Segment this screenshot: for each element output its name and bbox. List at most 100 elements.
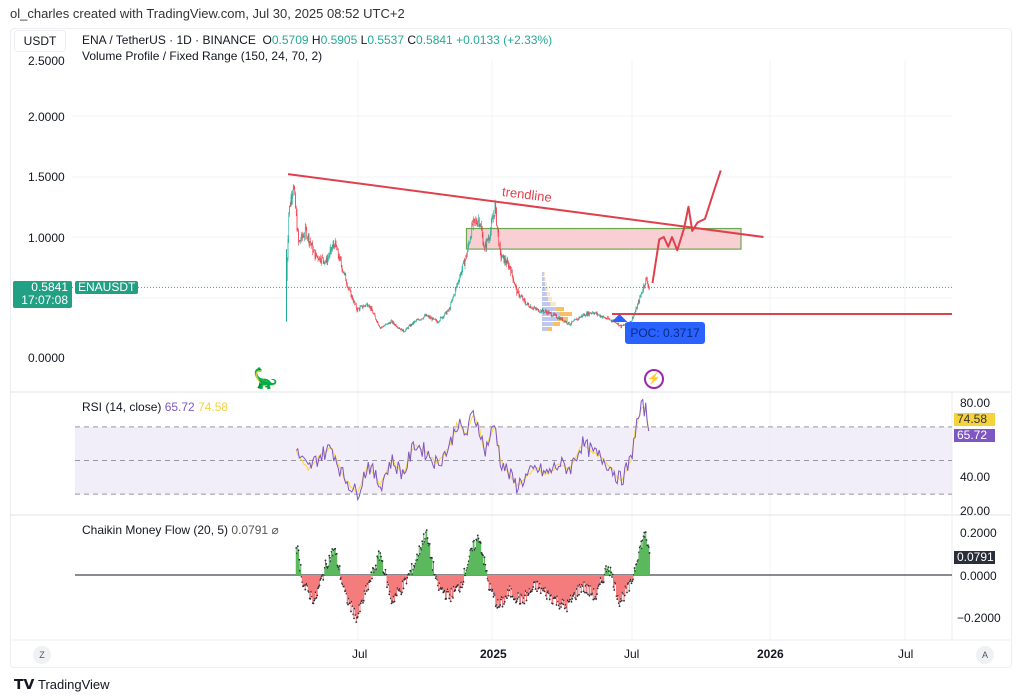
candle-body — [538, 308, 539, 312]
cmf-line-point — [356, 616, 359, 618]
cmf-line-point — [628, 590, 631, 592]
candle-body — [376, 319, 377, 322]
cmf-line-point — [534, 588, 537, 590]
volume-profile-legend[interactable]: Volume Profile / Fixed Range (150, 24, 7… — [82, 49, 323, 63]
candle-body — [439, 317, 441, 321]
candle-body — [417, 319, 419, 321]
candle-body — [388, 322, 390, 324]
candle-body — [488, 238, 490, 240]
cmf-legend[interactable]: Chaikin Money Flow (20, 5) 0.0791 ⌀ — [82, 523, 279, 537]
candle-body — [636, 307, 638, 309]
candle-body — [309, 241, 311, 244]
candle-body — [323, 260, 325, 264]
cmf-line-point — [619, 600, 622, 603]
candle-body — [369, 305, 371, 307]
candle-body — [601, 316, 603, 318]
candle-body — [343, 271, 344, 274]
volume-profile-bar — [542, 282, 545, 286]
high-label: H — [311, 33, 321, 47]
cmf-line-point — [355, 621, 358, 623]
rsi-ma-value: 74.58 — [198, 400, 229, 414]
rsi-value-tag: 65.72 — [954, 428, 995, 442]
low-label: L — [360, 33, 368, 47]
candle-body — [559, 317, 561, 320]
cmf-line-point — [516, 597, 519, 600]
candle-body — [516, 287, 518, 294]
time-tick: Jul — [624, 647, 640, 661]
candle-body — [395, 324, 397, 327]
candle-body — [349, 289, 350, 290]
candle-body — [456, 285, 458, 287]
currency-button[interactable]: USDT — [14, 30, 66, 52]
hidden-eye-icon[interactable]: ⌀ — [271, 523, 279, 537]
candle-body — [319, 256, 320, 261]
candle-body — [610, 319, 611, 321]
volume-profile-bar — [545, 287, 548, 291]
candle-body — [447, 309, 449, 312]
candle-body — [598, 314, 599, 316]
cmf-line-point — [611, 576, 613, 578]
cmf-line-point — [494, 605, 497, 608]
cmf-line-point — [620, 599, 623, 602]
cmf-line-point — [611, 573, 614, 576]
cmf-line-point — [613, 589, 616, 591]
candle-body — [436, 321, 438, 323]
candle-body — [315, 252, 317, 259]
candle-body — [288, 213, 290, 240]
volume-profile-bar — [543, 272, 545, 276]
candle-body — [295, 207, 297, 215]
projection-path — [651, 170, 722, 284]
candle-body — [486, 239, 488, 249]
candle-body — [564, 321, 566, 323]
open-value: 0.5709 — [271, 33, 309, 47]
zoom-reset-button[interactable]: Z — [33, 646, 51, 664]
candle-body — [481, 225, 482, 231]
candle-body — [355, 304, 357, 309]
symbol-name[interactable]: ENA / TetherUS · 1D · BINANCE — [82, 33, 256, 47]
rsi-legend[interactable]: RSI (14, close) 65.72 74.58 — [82, 400, 228, 414]
rsi-tick: 80.00 — [960, 396, 991, 410]
rsi-tick: 20.00 — [960, 504, 991, 518]
candle-body — [514, 284, 516, 286]
candle-body — [530, 306, 532, 309]
cmf-line-point — [519, 602, 522, 605]
candle-body — [424, 315, 425, 317]
candle-body — [582, 314, 584, 317]
candle-body — [599, 314, 601, 317]
candle-body — [469, 242, 470, 244]
candle-body — [592, 312, 594, 314]
candle-body — [299, 240, 301, 242]
candle-body — [416, 319, 418, 321]
candle-body — [610, 319, 612, 321]
candle-body — [405, 329, 407, 331]
cmf-line-point — [572, 595, 574, 597]
candle-body — [427, 315, 429, 317]
cmf-line-point — [410, 563, 413, 565]
poc-label[interactable]: POC: 0.3717 — [625, 322, 705, 344]
candle-body — [501, 257, 503, 259]
cmf-line-point — [566, 610, 568, 613]
candle-body — [352, 299, 354, 303]
candle-body — [334, 241, 336, 248]
candle-body — [574, 319, 575, 321]
lightning-event-icon[interactable]: ⚡ — [644, 369, 664, 389]
cmf-line-point — [568, 600, 571, 603]
cmf-line-point — [338, 565, 341, 567]
candle-body — [354, 301, 356, 304]
cmf-line-point — [560, 602, 563, 605]
candle-body — [483, 244, 485, 247]
cmf-line-point — [616, 598, 619, 601]
candle-body — [532, 308, 533, 310]
cmf-line-point — [297, 549, 300, 552]
candle-body — [635, 307, 637, 312]
cmf-line-point — [584, 591, 586, 594]
auto-scale-button[interactable]: A — [976, 646, 994, 664]
candle-body — [505, 258, 506, 263]
candle-body — [364, 305, 365, 307]
candle-body — [559, 317, 560, 320]
candle-body — [631, 317, 633, 321]
volume-profile-bar — [548, 297, 552, 301]
cmf-line-point — [596, 587, 599, 590]
cmf-line-point — [563, 607, 566, 610]
